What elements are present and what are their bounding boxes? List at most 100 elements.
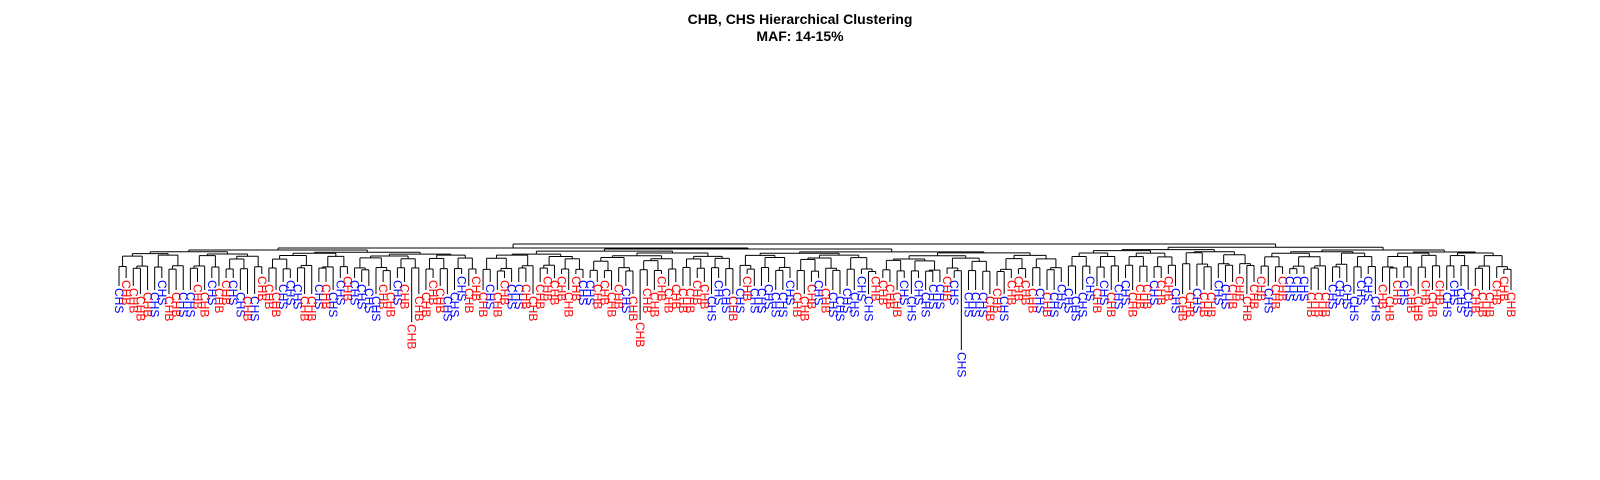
leaf-label-chb: CHB bbox=[555, 276, 569, 301]
leaf-label-chb: CHB bbox=[597, 280, 611, 305]
leaf-label-chb: CHB bbox=[126, 288, 140, 313]
leaf-label-chb: CHB bbox=[426, 280, 440, 305]
leaf-label-chb: CHB bbox=[790, 292, 804, 317]
leaf-label-chs: CHS bbox=[904, 296, 918, 321]
leaf-label-chs: CHS bbox=[1397, 280, 1411, 305]
leaf-label-chb: CHB bbox=[269, 292, 283, 317]
leaf-label-chs: CHS bbox=[1047, 292, 1061, 317]
leaf-label-chb: CHB bbox=[1376, 284, 1390, 309]
leaf-label-chs: CHS bbox=[897, 280, 911, 305]
leaf-label-chb: CHB bbox=[819, 288, 833, 313]
leaf-label-chb: CHB bbox=[405, 324, 419, 349]
leaf-label-chb: CHB bbox=[1390, 280, 1404, 305]
leaf-label-chb: CHB bbox=[1254, 276, 1268, 301]
leaf-label-chb: CHB bbox=[1497, 276, 1511, 301]
leaf-label-chb: CHB bbox=[990, 288, 1004, 313]
leaf-label-chs: CHS bbox=[1218, 284, 1232, 309]
leaf-label-chs: CHS bbox=[355, 284, 369, 309]
leaf-label-chs: CHS bbox=[1290, 276, 1304, 301]
leaf-label-chb: CHB bbox=[219, 280, 233, 305]
leaf-label-chs: CHS bbox=[483, 284, 497, 309]
leaf-label-chs: CHS bbox=[847, 292, 861, 317]
leaf-label-chs: CHS bbox=[754, 288, 768, 313]
leaf-label-chb: CHB bbox=[690, 280, 704, 305]
leaf-label-chb: CHB bbox=[1404, 288, 1418, 313]
leaf-label-chs: CHS bbox=[619, 288, 633, 313]
leaf-label-chs: CHS bbox=[455, 276, 469, 301]
leaf-label-chb: CHB bbox=[1468, 288, 1482, 313]
leaf-label-chs: CHS bbox=[1440, 292, 1454, 317]
leaf-label-chs: CHS bbox=[512, 284, 526, 309]
leaf-label-chs: CHS bbox=[148, 292, 162, 317]
chart-title-line-2: MAF: 14-15% bbox=[756, 28, 844, 44]
leaf-label-chs: CHS bbox=[783, 280, 797, 305]
leaf-label-chs: CHS bbox=[1097, 280, 1111, 305]
leaf-label-chb: CHB bbox=[1276, 276, 1290, 301]
leaf-label-chs: CHS bbox=[1461, 292, 1475, 317]
leaf-label-chb: CHB bbox=[1040, 292, 1054, 317]
leaf-label-chb: CHB bbox=[476, 292, 490, 317]
leaf-label-chs: CHS bbox=[1347, 296, 1361, 321]
leaf-label-chb: CHB bbox=[1161, 276, 1175, 301]
leaf-label-chb: CHB bbox=[1475, 292, 1489, 317]
leaf-label-chb: CHB bbox=[1019, 280, 1033, 305]
leaf-label-chs: CHS bbox=[155, 280, 169, 305]
dendrogram-branches bbox=[118, 243, 1512, 350]
leaf-label-chb: CHB bbox=[726, 296, 740, 321]
leaf-label-chs: CHS bbox=[1326, 284, 1340, 309]
leaf-label-chs: CHS bbox=[183, 292, 197, 317]
leaf-label-chs: CHS bbox=[1354, 280, 1368, 305]
leaf-label-chb: CHB bbox=[612, 284, 626, 309]
leaf-label-chs: CHS bbox=[1211, 280, 1225, 305]
leaf-label-chb: CHB bbox=[1425, 292, 1439, 317]
leaf-label-chs: CHS bbox=[1333, 280, 1347, 305]
leaf-label-chs: CHS bbox=[1054, 284, 1068, 309]
leaf-label-chb: CHB bbox=[633, 322, 647, 347]
leaf-label-chb: CHB bbox=[198, 292, 212, 317]
leaf-label-chb: CHB bbox=[1104, 292, 1118, 317]
leaf-label-chs: CHS bbox=[176, 292, 190, 317]
leaf-label-chs: CHS bbox=[233, 292, 247, 317]
leaf-label-chs: CHS bbox=[862, 296, 876, 321]
leaf-label-chb: CHB bbox=[662, 288, 676, 313]
chart-title: CHB, CHS Hierarchical Clustering MAF: 14… bbox=[0, 11, 1600, 45]
leaf-label-chs: CHS bbox=[954, 352, 968, 377]
leaf-label-chb: CHB bbox=[1154, 280, 1168, 305]
leaf-label-chs: CHS bbox=[719, 288, 733, 313]
leaf-label-chb: CHB bbox=[590, 284, 604, 309]
leaf-label-chs: CHS bbox=[769, 292, 783, 317]
leaf-label-chb: CHB bbox=[497, 280, 511, 305]
leaf-label-chb: CHB bbox=[462, 288, 476, 313]
leaf-label-chb: CHB bbox=[1226, 284, 1240, 309]
leaf-label-chb: CHB bbox=[1126, 292, 1140, 317]
leaf-label-chb: CHB bbox=[1197, 292, 1211, 317]
leaf-label-chb: CHB bbox=[1204, 292, 1218, 317]
leaf-label-chs: CHS bbox=[1261, 288, 1275, 313]
leaf-label-chb: CHB bbox=[262, 284, 276, 309]
leaf-label-chs: CHS bbox=[1340, 284, 1354, 309]
leaf-label-chs: CHS bbox=[733, 288, 747, 313]
leaf-label-chb: CHB bbox=[1433, 280, 1447, 305]
leaf-label-chs: CHS bbox=[704, 296, 718, 321]
leaf-label-chb: CHB bbox=[983, 296, 997, 321]
leaf-label-chb: CHB bbox=[1233, 276, 1247, 301]
leaf-label-chs: CHS bbox=[1076, 292, 1090, 317]
chart-title-line-1: CHB, CHS Hierarchical Clustering bbox=[687, 11, 913, 27]
leaf-label-chs: CHS bbox=[969, 292, 983, 317]
leaf-label-chb: CHB bbox=[562, 292, 576, 317]
leaf-label-chb: CHB bbox=[1011, 276, 1025, 301]
leaf-label-chb: CHB bbox=[240, 296, 254, 321]
leaf-label-chb: CHB bbox=[133, 296, 147, 321]
leaf-label-chs: CHS bbox=[1368, 296, 1382, 321]
leaf-label-chb: CHB bbox=[1383, 296, 1397, 321]
leaf-label-chb: CHB bbox=[1140, 284, 1154, 309]
leaf-label-chb: CHB bbox=[804, 284, 818, 309]
leaf-label-chs: CHS bbox=[826, 292, 840, 317]
leaf-label-chb: CHB bbox=[640, 288, 654, 313]
leaf-label-chb: CHB bbox=[412, 296, 426, 321]
leaf-label-chb: CHB bbox=[169, 292, 183, 317]
leaf-label-chs: CHS bbox=[912, 280, 926, 305]
leaf-label-chb: CHB bbox=[883, 284, 897, 309]
leaf-label-chb: CHB bbox=[740, 276, 754, 301]
leaf-label-chb: CHB bbox=[433, 288, 447, 313]
